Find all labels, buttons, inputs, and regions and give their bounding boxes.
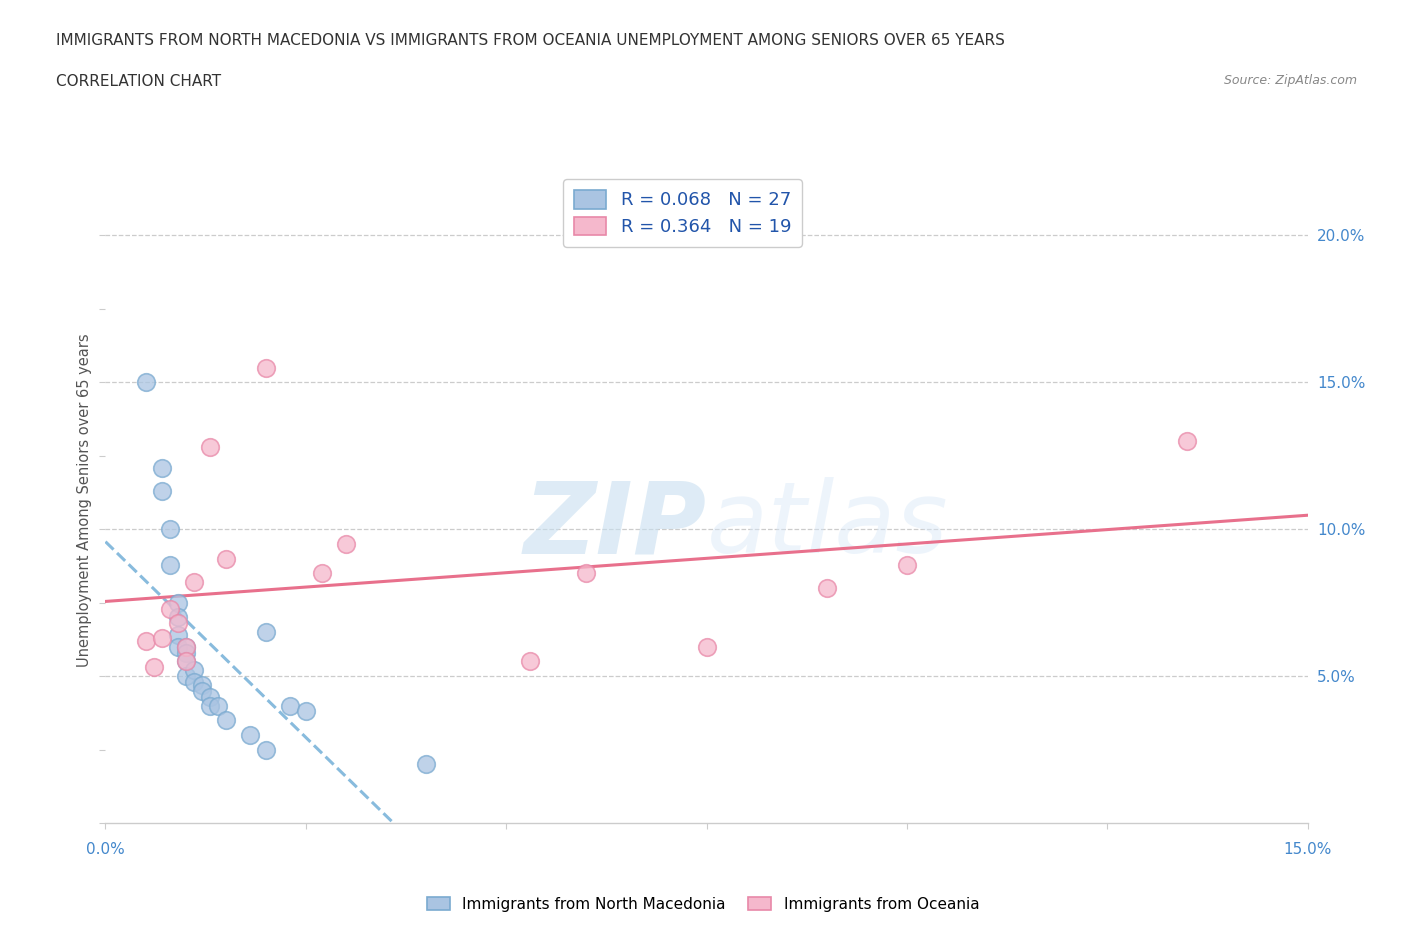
Point xyxy=(335,537,357,551)
Y-axis label: Unemployment Among Seniors over 65 years: Unemployment Among Seniors over 65 years xyxy=(76,333,91,667)
Point xyxy=(896,557,918,572)
Point xyxy=(166,628,188,643)
Legend: Immigrants from North Macedonia, Immigrants from Oceania: Immigrants from North Macedonia, Immigra… xyxy=(420,890,986,918)
Point xyxy=(575,565,598,580)
Point xyxy=(150,631,173,645)
Point xyxy=(150,484,173,498)
Point xyxy=(295,704,318,719)
Point xyxy=(183,663,205,678)
Point xyxy=(174,639,197,654)
Point xyxy=(159,557,181,572)
Point xyxy=(166,610,188,625)
Point xyxy=(183,674,205,689)
Point xyxy=(190,678,212,693)
Point xyxy=(278,698,301,713)
Text: ZIP: ZIP xyxy=(523,477,707,574)
Point xyxy=(254,742,277,757)
Point xyxy=(198,440,221,455)
Point xyxy=(174,645,197,660)
Text: 15.0%: 15.0% xyxy=(1284,842,1331,857)
Point xyxy=(174,639,197,654)
Point xyxy=(311,565,333,580)
Point xyxy=(207,698,229,713)
Point xyxy=(166,595,188,610)
Text: 0.0%: 0.0% xyxy=(86,842,125,857)
Point xyxy=(696,639,718,654)
Point xyxy=(815,580,838,595)
Point xyxy=(174,654,197,669)
Point xyxy=(150,460,173,475)
Point xyxy=(166,616,188,631)
Point xyxy=(254,625,277,640)
Text: Source: ZipAtlas.com: Source: ZipAtlas.com xyxy=(1223,74,1357,87)
Point xyxy=(198,698,221,713)
Point xyxy=(174,669,197,684)
Point xyxy=(1177,433,1199,448)
Legend: R = 0.068   N = 27, R = 0.364   N = 19: R = 0.068 N = 27, R = 0.364 N = 19 xyxy=(562,179,801,246)
Text: CORRELATION CHART: CORRELATION CHART xyxy=(56,74,221,89)
Point xyxy=(142,660,165,675)
Point xyxy=(135,375,157,390)
Point xyxy=(254,360,277,375)
Point xyxy=(214,551,236,566)
Text: IMMIGRANTS FROM NORTH MACEDONIA VS IMMIGRANTS FROM OCEANIA UNEMPLOYMENT AMONG SE: IMMIGRANTS FROM NORTH MACEDONIA VS IMMIG… xyxy=(56,33,1005,47)
Point xyxy=(190,684,212,698)
Point xyxy=(519,654,541,669)
Point xyxy=(183,575,205,590)
Point xyxy=(174,654,197,669)
Point xyxy=(159,601,181,616)
Point xyxy=(239,727,262,742)
Point xyxy=(159,522,181,537)
Point xyxy=(415,757,437,772)
Point xyxy=(214,712,236,727)
Point xyxy=(135,633,157,648)
Point xyxy=(198,689,221,704)
Point xyxy=(166,639,188,654)
Text: atlas: atlas xyxy=(707,477,948,574)
